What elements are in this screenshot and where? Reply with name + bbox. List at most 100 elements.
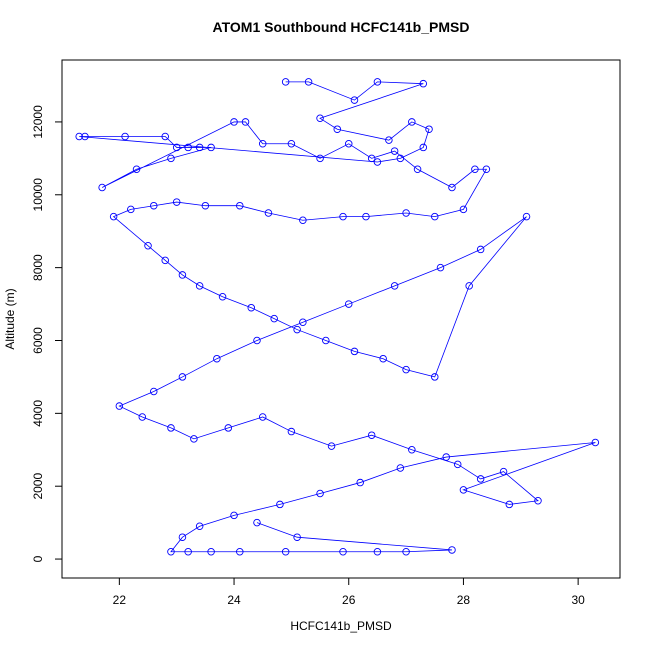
data-point bbox=[299, 216, 307, 225]
data-point bbox=[281, 78, 290, 86]
y-tick-label: 10000 bbox=[31, 178, 45, 212]
data-point bbox=[453, 460, 462, 469]
data-point bbox=[385, 136, 393, 144]
chart-title: ATOM1 Southbound HCFC141b_PMSD bbox=[213, 19, 470, 35]
data-point bbox=[207, 548, 215, 556]
data-point bbox=[98, 183, 106, 192]
data-point bbox=[287, 427, 296, 436]
data-point bbox=[150, 201, 158, 210]
data-point bbox=[402, 365, 410, 374]
data-point bbox=[408, 446, 416, 454]
data-point bbox=[236, 548, 244, 556]
data-point bbox=[425, 125, 433, 133]
data-point bbox=[270, 314, 278, 323]
data-point bbox=[264, 209, 273, 217]
y-tick-label: 0 bbox=[31, 555, 45, 562]
data-point bbox=[333, 125, 342, 133]
data-point bbox=[184, 143, 192, 152]
y-tick-label: 4000 bbox=[31, 400, 45, 427]
data-point bbox=[138, 413, 147, 421]
data-point bbox=[161, 132, 169, 141]
data-point bbox=[442, 453, 450, 461]
data-point bbox=[350, 347, 359, 356]
data-point bbox=[379, 354, 387, 363]
data-point bbox=[396, 464, 405, 472]
data-point bbox=[213, 354, 221, 363]
data-point bbox=[150, 387, 158, 396]
data-point bbox=[127, 205, 135, 214]
x-tick-label: 22 bbox=[113, 593, 127, 607]
data-point bbox=[115, 402, 124, 410]
data-point bbox=[316, 114, 324, 123]
data-point bbox=[431, 212, 439, 221]
data-point bbox=[241, 118, 250, 126]
data-point bbox=[448, 183, 456, 192]
data-line bbox=[79, 81, 596, 553]
data-point bbox=[276, 500, 284, 509]
data-point bbox=[281, 548, 290, 556]
data-point bbox=[459, 486, 468, 494]
data-point bbox=[362, 212, 370, 221]
data-point bbox=[195, 282, 204, 290]
data-point bbox=[178, 271, 187, 279]
data-point bbox=[327, 442, 336, 450]
data-point bbox=[253, 336, 261, 345]
data-point bbox=[356, 478, 364, 487]
data-point bbox=[293, 325, 301, 334]
data-point bbox=[81, 132, 89, 141]
data-point bbox=[230, 118, 238, 126]
data-point bbox=[373, 78, 382, 86]
data-point bbox=[448, 546, 456, 554]
data-point bbox=[390, 282, 399, 290]
data-point bbox=[344, 300, 353, 308]
data-point bbox=[465, 282, 473, 290]
data-point bbox=[402, 209, 410, 217]
x-axis-label: HCFC141b_PMSD bbox=[290, 619, 392, 633]
data-point bbox=[201, 201, 210, 210]
data-point bbox=[75, 132, 83, 141]
data-point bbox=[195, 522, 204, 531]
data-point bbox=[505, 500, 514, 509]
data-point bbox=[344, 140, 353, 148]
data-point bbox=[253, 518, 261, 527]
data-point bbox=[161, 256, 169, 265]
data-point bbox=[476, 245, 485, 254]
data-point bbox=[287, 140, 296, 148]
data-point bbox=[339, 212, 347, 221]
data-point bbox=[482, 165, 491, 174]
y-axis-label: Altitude (m) bbox=[3, 288, 17, 349]
data-point bbox=[322, 336, 330, 345]
data-point bbox=[207, 143, 215, 152]
data-point bbox=[178, 533, 187, 541]
x-tick-label: 24 bbox=[227, 593, 241, 607]
data-point bbox=[167, 548, 175, 556]
data-point bbox=[436, 263, 445, 272]
data-point bbox=[121, 132, 129, 141]
y-tick-label: 8000 bbox=[31, 254, 45, 281]
data-point bbox=[419, 143, 428, 152]
data-point bbox=[299, 318, 307, 327]
data-point bbox=[367, 431, 376, 439]
data-point bbox=[230, 511, 238, 520]
y-tick-label: 12000 bbox=[31, 105, 45, 139]
data-point bbox=[471, 165, 479, 174]
data-point bbox=[172, 143, 181, 152]
plot-frame bbox=[61, 59, 621, 579]
data-point bbox=[258, 413, 267, 421]
data-point bbox=[304, 78, 313, 86]
data-point bbox=[167, 424, 175, 432]
data-point bbox=[419, 79, 428, 88]
data-point bbox=[591, 438, 600, 447]
data-point bbox=[367, 154, 376, 163]
data-point bbox=[218, 293, 227, 301]
data-point bbox=[258, 140, 267, 148]
data-point bbox=[132, 165, 141, 174]
x-tick-label: 26 bbox=[342, 593, 356, 607]
data-point bbox=[293, 533, 301, 541]
data-point bbox=[167, 154, 175, 163]
data-point bbox=[350, 96, 359, 104]
data-point bbox=[224, 424, 233, 432]
data-point bbox=[316, 489, 324, 498]
data-point bbox=[522, 212, 531, 221]
data-point bbox=[236, 201, 244, 210]
